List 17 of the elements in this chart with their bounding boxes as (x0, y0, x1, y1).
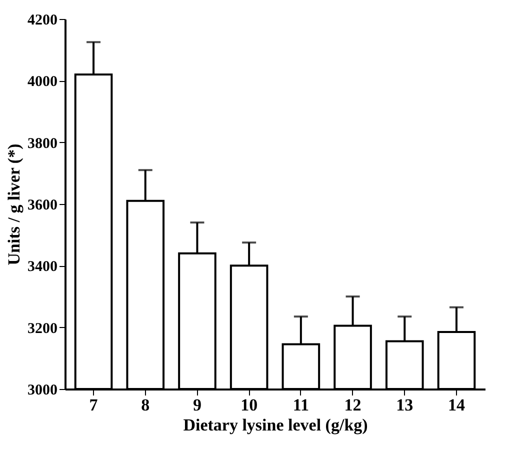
x-tick-label: 14 (448, 396, 466, 414)
x-tick-label: 11 (292, 396, 309, 414)
y-tick-label: 3800 (28, 136, 58, 152)
x-tick-label: 10 (240, 396, 258, 414)
y-tick-label: 3200 (28, 320, 58, 337)
x-tick-label: 8 (141, 396, 150, 414)
y-tick-label: 3600 (28, 198, 58, 214)
y-tick-label: 4200 (28, 12, 58, 28)
x-tick-label: 9 (192, 396, 202, 414)
y-axis-title: Units / g liver (*) (4, 144, 24, 266)
x-tick-label: 7 (89, 396, 98, 414)
y-tick-label: 3400 (28, 259, 58, 276)
y-tick-label: 4000 (28, 74, 58, 90)
x-tick-label: 13 (396, 396, 414, 414)
x-tick-label: 12 (344, 396, 362, 414)
y-tick-label: 3000 (28, 382, 58, 398)
x-axis-title: Dietary lysine level (g/kg) (183, 416, 368, 434)
